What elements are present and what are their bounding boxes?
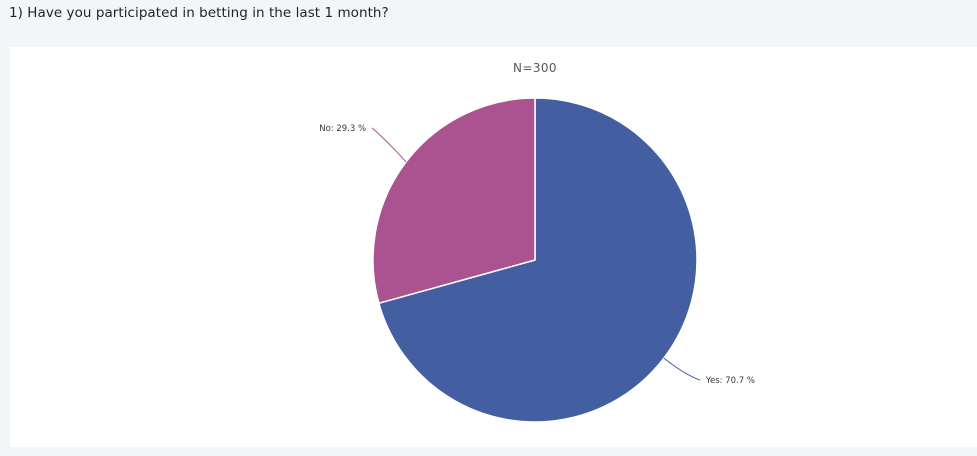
slice-label-no: No: 29.3 % — [319, 124, 366, 134]
connector-yes — [663, 357, 701, 381]
pie-chart: N=300 Yes: 70.7 % No: 29.3 % — [319, 61, 755, 423]
pie-slice-no[interactable] — [372, 97, 536, 304]
slice-label-yes: Yes: 70.7 % — [705, 376, 755, 386]
chart-card: N=300 Yes: 70.7 % No: 29.3 % — [10, 47, 977, 447]
slice-labels: Yes: 70.7 % No: 29.3 % — [319, 124, 755, 386]
label-connectors — [371, 127, 701, 381]
question-title: 1) Have you participated in betting in t… — [9, 5, 389, 21]
connector-no — [371, 127, 407, 163]
chart-subtitle: N=300 — [513, 61, 557, 75]
pie-slices — [372, 97, 698, 423]
